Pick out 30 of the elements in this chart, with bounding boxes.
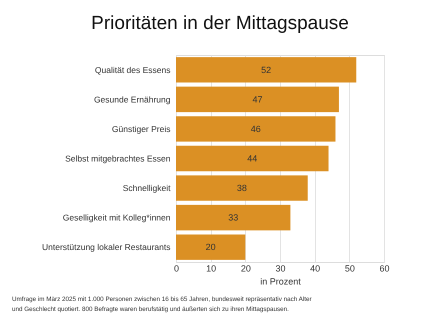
x-tick-label: 10 [206, 264, 216, 274]
data-label: 52 [261, 64, 272, 75]
bar [176, 234, 246, 260]
y-tick-label: Unterstützung lokaler Restaurants [42, 242, 170, 252]
x-tick-label: 50 [344, 264, 355, 274]
data-label: 47 [252, 94, 262, 104]
data-label: 44 [247, 154, 258, 164]
y-tick-label: Selbst mitgebrachtes Essen [65, 154, 171, 164]
x-axis-title: in Prozent [260, 276, 302, 286]
x-tick-label: 30 [275, 264, 286, 274]
y-tick-label: Günstiger Preis [112, 124, 170, 134]
x-tick-label: 20 [240, 264, 251, 274]
bar [176, 204, 290, 230]
data-label: 38 [236, 183, 247, 194]
y-tick-label: Qualität des Essens [94, 64, 170, 75]
data-label: 46 [250, 124, 261, 134]
x-tick-label: 60 [379, 264, 390, 274]
bar [176, 86, 339, 112]
y-tick-label: Schnelligkeit [122, 183, 172, 194]
bar [176, 175, 308, 201]
chart-title: Prioritäten in der Mittagspause [91, 13, 349, 34]
bar [176, 146, 329, 172]
y-tick-label: Gesunde Ernährung [94, 94, 171, 104]
y-tick-label: Geselligkeit mit Kolleg*innen [62, 212, 171, 223]
bar [176, 57, 356, 82]
x-tick-label: 40 [310, 264, 320, 274]
x-tick-label: 0 [174, 264, 180, 274]
data-label: 20 [206, 242, 216, 252]
data-label: 33 [228, 212, 238, 223]
bar [176, 116, 336, 142]
